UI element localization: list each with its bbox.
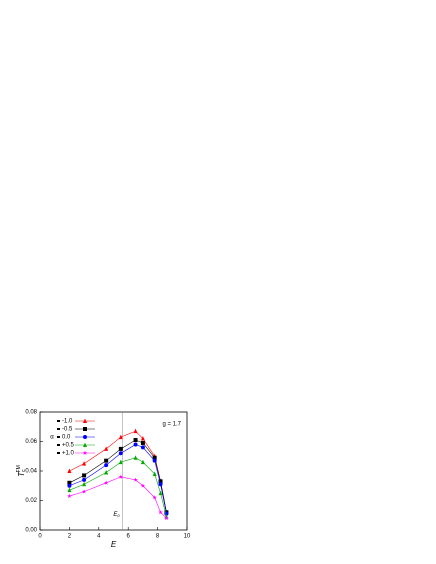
- marker: [133, 477, 138, 482]
- series-line: [69, 457, 167, 517]
- y-tick-label: 0.04: [25, 469, 37, 475]
- marker: [140, 459, 145, 465]
- marker: [140, 483, 146, 488]
- legend-label: +1.0: [62, 451, 75, 457]
- marker: [140, 436, 145, 441]
- marker: [152, 458, 157, 463]
- marker: [152, 471, 157, 476]
- marker: [67, 468, 72, 473]
- marker: [67, 483, 72, 488]
- x-tick-label: 4: [97, 534, 101, 540]
- y-tick-label: 0.00: [25, 528, 37, 534]
- y-axis-label: TcFM: [16, 465, 27, 477]
- marker: [133, 428, 138, 434]
- legend-marker: [82, 450, 88, 455]
- marker: [82, 473, 87, 478]
- marker: [158, 482, 163, 487]
- legend-swatch: [57, 436, 60, 438]
- legend-label: 0.0: [62, 435, 71, 441]
- series-line: [69, 430, 167, 513]
- legend-marker: [83, 435, 87, 439]
- marker: [118, 434, 123, 440]
- marker: [133, 438, 138, 443]
- marker: [133, 455, 138, 460]
- y-tick-label: 0.08: [25, 410, 37, 416]
- marker: [158, 490, 163, 496]
- legend-label: +0.5: [62, 443, 75, 449]
- marker: [82, 461, 87, 466]
- marker: [82, 481, 87, 487]
- marker: [140, 445, 145, 450]
- y-label-sub: c: [21, 469, 27, 472]
- marker: [133, 442, 138, 447]
- x-tick-label: 8: [156, 534, 160, 540]
- legend-swatch: [57, 420, 60, 422]
- marker: [81, 489, 87, 494]
- legend-swatch: [57, 428, 60, 430]
- marker: [164, 515, 169, 521]
- marker: [67, 487, 72, 493]
- legend-title: α: [50, 435, 54, 441]
- reference-label-base: E: [113, 512, 118, 518]
- x-tick-label: 6: [127, 534, 131, 540]
- marker: [104, 469, 109, 475]
- marker: [104, 446, 109, 451]
- marker: [67, 480, 72, 485]
- reference-label: E0: [113, 512, 120, 518]
- reference-label-sub: 0: [117, 513, 120, 518]
- x-tick-label: 10: [184, 534, 191, 540]
- marker: [140, 440, 145, 445]
- x-axis-label: E: [111, 540, 117, 549]
- legend-swatch: [57, 452, 60, 454]
- marker: [158, 479, 163, 484]
- legend-label: -0.5: [62, 427, 73, 433]
- y-label-sup: FM: [16, 465, 22, 472]
- marker: [104, 458, 109, 463]
- marker: [118, 474, 124, 479]
- x-tick-label: 2: [68, 534, 72, 540]
- marker: [67, 493, 72, 499]
- marker: [118, 459, 123, 465]
- y-label-base: T: [17, 471, 26, 477]
- marker: [152, 495, 157, 500]
- x-tick-label: 0: [38, 534, 42, 540]
- marker: [104, 463, 109, 468]
- marker: [82, 477, 87, 482]
- y-tick-label: 0.06: [25, 439, 37, 445]
- annotation: g = 1.7: [162, 422, 181, 428]
- marker: [118, 446, 123, 451]
- marker: [118, 451, 123, 456]
- legend-marker: [83, 442, 87, 447]
- marker: [103, 480, 109, 485]
- legend-marker: [83, 427, 87, 431]
- legend-label: -1.0: [62, 419, 73, 425]
- marker: [158, 509, 163, 515]
- legend-marker: [83, 418, 87, 423]
- marker: [152, 455, 157, 460]
- legend-swatch: [57, 444, 60, 446]
- y-tick-label: 0.02: [25, 498, 37, 504]
